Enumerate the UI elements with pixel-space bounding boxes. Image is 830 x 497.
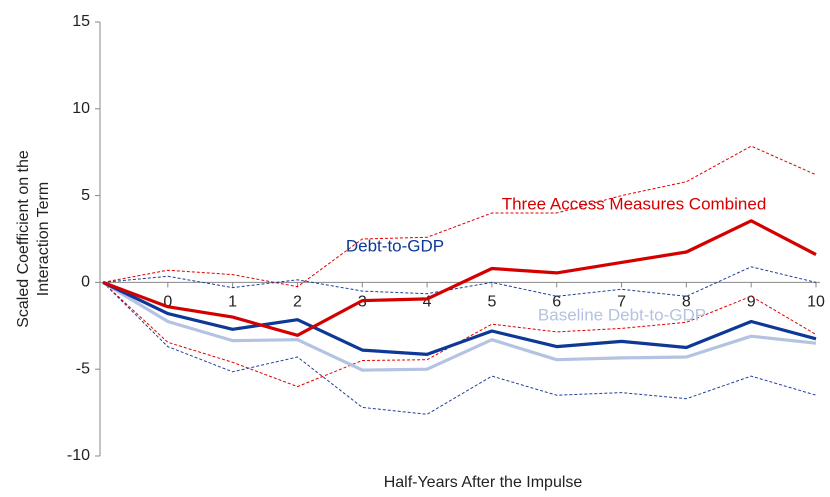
y-tick-label: 5 (81, 187, 90, 204)
y-axis-title: Scaled Coefficient on the Interaction Te… (15, 150, 52, 328)
series-line (102, 280, 817, 356)
x-tick-label: 8 (682, 294, 691, 311)
x-tick-label: 7 (617, 294, 626, 311)
y-tick-label: 10 (72, 100, 90, 117)
y-tick-label: 15 (72, 13, 90, 30)
x-tick-label: 9 (747, 294, 756, 311)
series-line (102, 281, 817, 372)
series-label: Debt-to-GDP (346, 236, 444, 255)
y-tick-label: -10 (67, 447, 90, 464)
x-tick-label: 5 (487, 294, 496, 311)
y-axis-title-line: Interaction Term (35, 182, 52, 296)
x-tick-label: 10 (807, 294, 825, 311)
x-tick-label: 4 (423, 294, 432, 311)
x-tick-label: 2 (293, 294, 302, 311)
y-tick-label: 0 (81, 274, 90, 291)
series-label: Three Access Measures Combined (502, 194, 767, 213)
x-axis-title: Half-Years After the Impulse (384, 474, 583, 491)
y-tick-label: -5 (76, 360, 90, 377)
series-line (102, 219, 817, 337)
series-label: Baseline Debt-to-GDP (538, 305, 706, 324)
series-line (102, 145, 817, 288)
series-line (102, 266, 817, 297)
x-tick-label: 0 (163, 294, 172, 311)
y-axis-title-line: Scaled Coefficient on the (15, 150, 32, 328)
x-tick-label: 1 (228, 294, 237, 311)
series-line (102, 282, 817, 415)
x-tick-label: 6 (552, 294, 561, 311)
